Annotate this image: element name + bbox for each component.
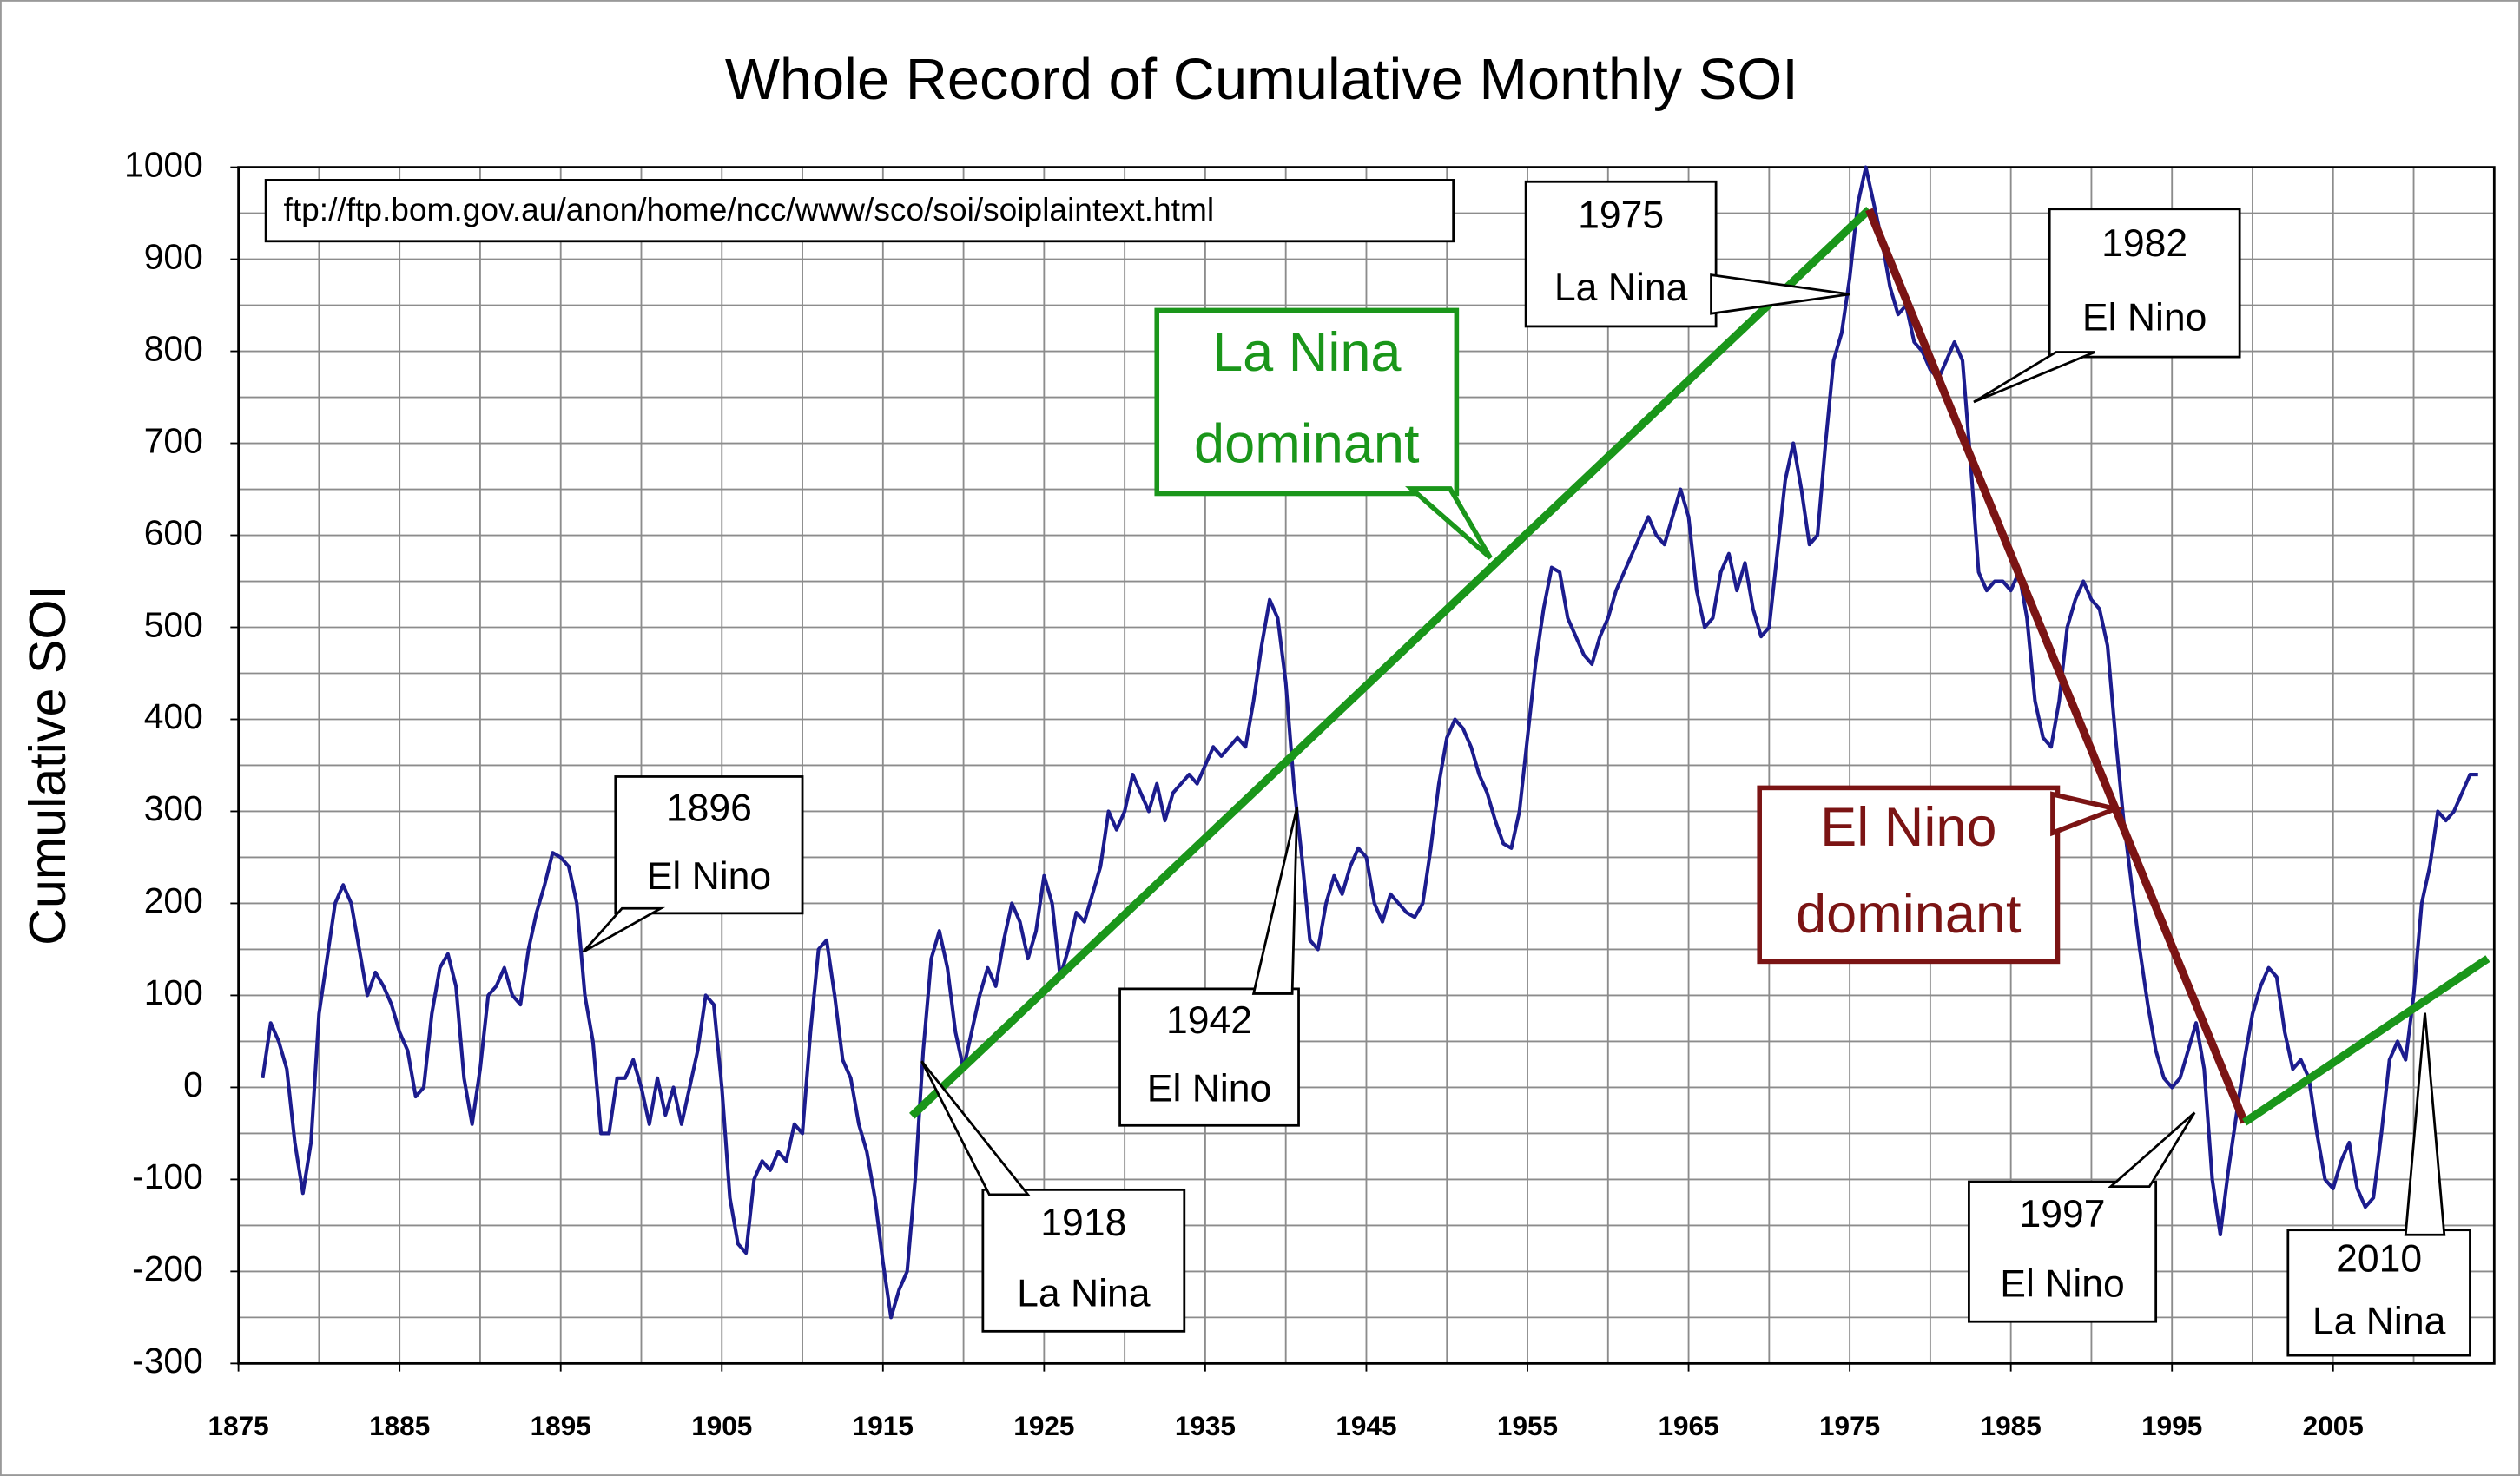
callout-box (1968, 1180, 2158, 1323)
callout-pointer (1710, 273, 1850, 315)
callout-text: dominant (1796, 884, 2022, 945)
x-tick-label: 1935 (1175, 1410, 1236, 1441)
y-tick-label: 900 (144, 236, 203, 276)
plot-frame (237, 166, 2496, 1365)
x-tick-label: 2005 (2303, 1410, 2364, 1441)
callout-pointer (1405, 486, 1493, 560)
callout-text: 1942 (1166, 999, 1252, 1042)
callout-pointer (1251, 807, 1299, 995)
callout-box (1757, 785, 2061, 965)
x-tick-label: 1965 (1658, 1410, 1718, 1441)
y-tick-label: -200 (132, 1249, 203, 1288)
x-tick-label: 1875 (208, 1410, 269, 1441)
callout-text: La Nina (1017, 1272, 1151, 1315)
source-text: ftp://ftp.bom.gov.au/anon/home/ncc/www/s… (284, 191, 1215, 227)
y-tick-label: 300 (144, 788, 203, 828)
callout-text: 1982 (2101, 222, 2187, 265)
x-tick-label: 1975 (1819, 1410, 1880, 1441)
trend-line (909, 206, 1872, 1119)
callout-box (981, 1188, 1186, 1333)
x-tick-label: 1995 (2141, 1410, 2202, 1441)
y-tick-label: 200 (144, 880, 203, 920)
y-tick-label: -300 (132, 1341, 203, 1380)
chart-title: Whole Record of Cumulative Monthly SOI (725, 48, 1798, 112)
y-tick-label: 600 (144, 512, 203, 552)
x-tick-label: 1985 (1981, 1410, 2042, 1441)
callout-text: La Nina (1554, 267, 1688, 309)
trend-line (2242, 955, 2490, 1126)
callout-box (614, 775, 804, 915)
y-tick-label: 0 (183, 1064, 203, 1104)
y-axis-label: Cumulative SOI (18, 585, 76, 946)
y-tick-label: -100 (132, 1156, 203, 1196)
callout-text: El Nino (1147, 1068, 1272, 1110)
x-tick-label: 1955 (1497, 1410, 1558, 1441)
x-tick-label: 1945 (1336, 1410, 1396, 1441)
x-tick-label: 1915 (853, 1410, 914, 1441)
callout-pointer (582, 906, 666, 953)
callout-text: La Nina (1212, 322, 1402, 383)
callout-box (2048, 208, 2241, 359)
callout-text: El Nino (1820, 797, 1996, 858)
x-tick-label: 1925 (1013, 1410, 1074, 1441)
callout-text: 1918 (1040, 1202, 1126, 1244)
x-tick-label: 1885 (369, 1410, 430, 1441)
y-tick-label: 500 (144, 604, 203, 644)
callout-text: El Nino (2000, 1263, 2125, 1306)
callout-box (1154, 307, 1460, 497)
y-tick-label: 1000 (124, 144, 203, 184)
callout-text: 2010 (2336, 1238, 2422, 1281)
y-tick-label: 100 (144, 972, 203, 1012)
callout-pointer (1973, 351, 2095, 404)
callout-text: dominant (1194, 413, 1420, 474)
data-line (261, 165, 2478, 1320)
callout-text: La Nina (2312, 1301, 2446, 1343)
callout-text: 1975 (1578, 194, 1664, 237)
callout-box (1524, 180, 1718, 328)
callout-pointer (920, 1060, 1031, 1196)
callout-text: 1896 (666, 787, 752, 830)
trend-line (1865, 208, 2249, 1124)
x-tick-label: 1905 (691, 1410, 752, 1441)
source-box (264, 179, 1455, 243)
y-tick-label: 700 (144, 420, 203, 460)
callout-pointer (2050, 791, 2124, 837)
callout-text: El Nino (2082, 296, 2207, 339)
y-tick-label: 400 (144, 696, 203, 736)
callout-pointer (2404, 1012, 2446, 1236)
callout-text: El Nino (647, 855, 772, 898)
callout-box (1118, 987, 1300, 1127)
callout-pointer (2108, 1111, 2196, 1189)
x-tick-label: 1895 (531, 1410, 591, 1441)
y-tick-label: 800 (144, 328, 203, 368)
callout-text: 1997 (2020, 1193, 2106, 1235)
callout-box (2286, 1229, 2471, 1357)
